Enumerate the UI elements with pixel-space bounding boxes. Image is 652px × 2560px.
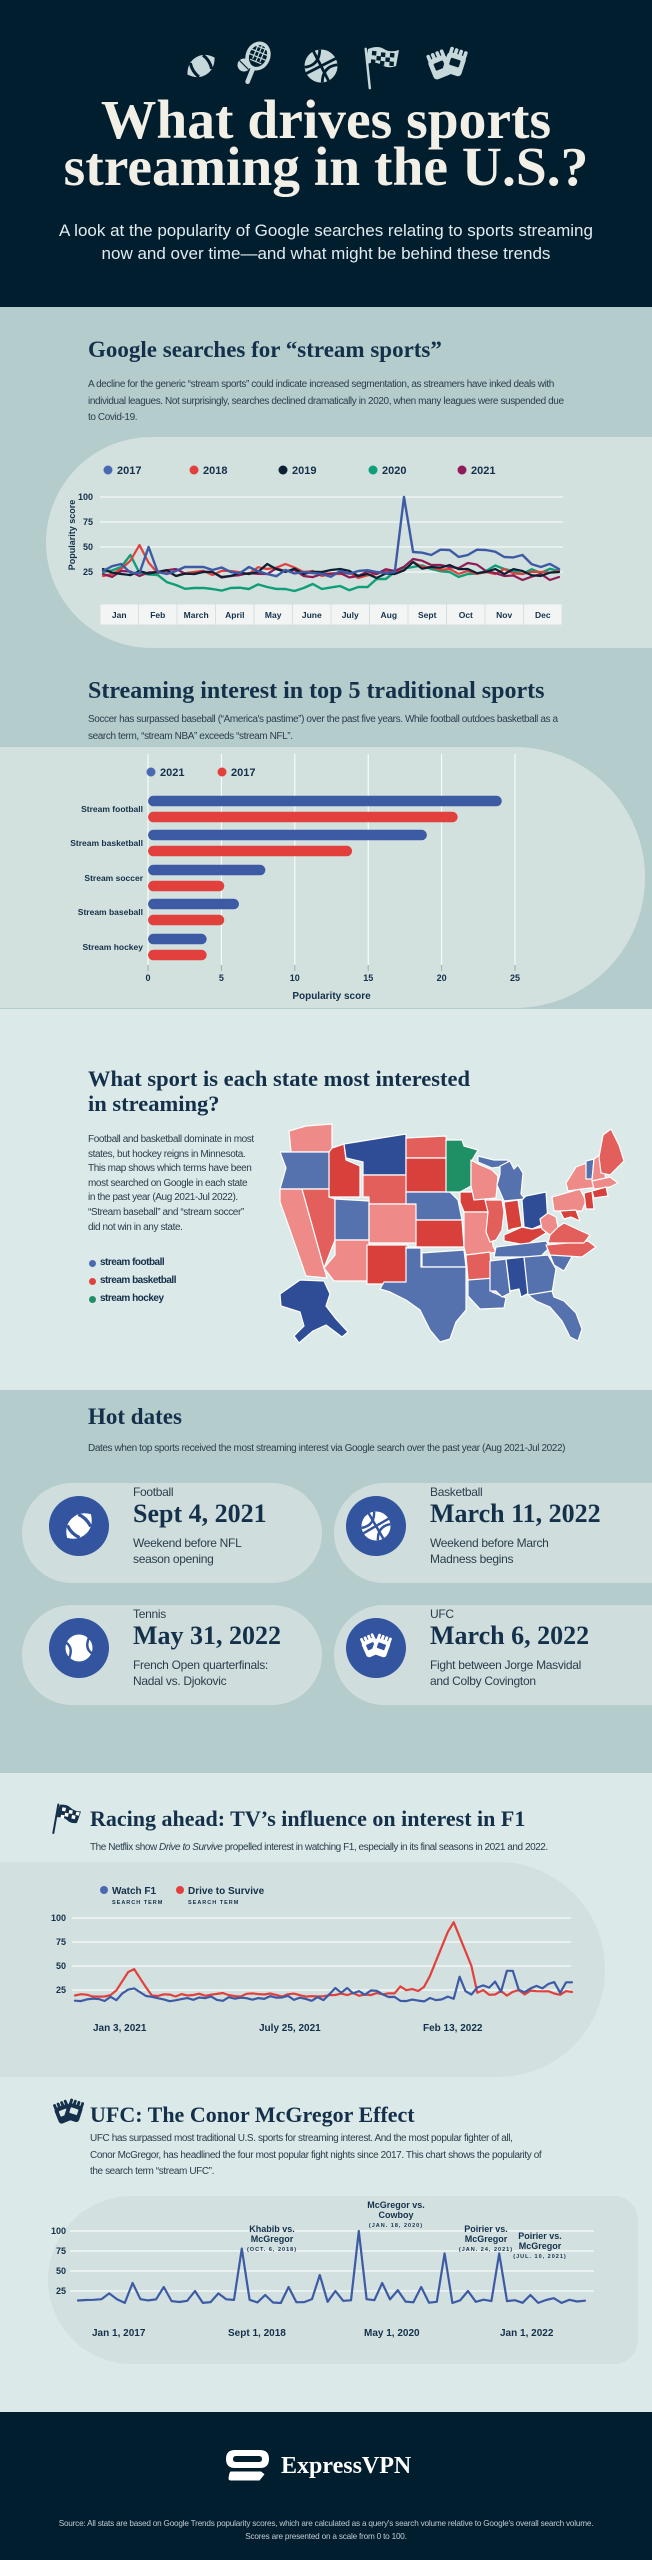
svg-text:Popularity score: Popularity score <box>67 500 77 571</box>
svg-text:Stream baseball: Stream baseball <box>78 907 143 917</box>
svg-text:Stream basketball: Stream basketball <box>70 838 143 848</box>
svg-text:50: 50 <box>56 2266 66 2276</box>
svg-text:20: 20 <box>437 973 447 983</box>
svg-text:April: April <box>225 610 244 620</box>
svg-text:SEARCH TERM: SEARCH TERM <box>188 1900 239 1906</box>
svg-text:50: 50 <box>83 542 93 552</box>
svg-text:100: 100 <box>51 1913 66 1923</box>
svg-text:July: July <box>342 610 359 620</box>
svg-text:Jan 1, 2022: Jan 1, 2022 <box>500 2328 554 2339</box>
svg-text:100: 100 <box>51 2226 66 2236</box>
svg-text:25: 25 <box>56 1985 66 1995</box>
svg-text:2020: 2020 <box>382 465 406 477</box>
svg-text:(JAN. 24, 2021): (JAN. 24, 2021) <box>459 2247 513 2253</box>
svg-text:Jan 3, 2021: Jan 3, 2021 <box>93 2023 147 2034</box>
svg-text:McGregor vs.: McGregor vs. <box>367 2200 425 2210</box>
svg-text:0: 0 <box>145 973 150 983</box>
svg-text:2021: 2021 <box>160 767 184 779</box>
svg-text:(JAN. 18, 2020): (JAN. 18, 2020) <box>369 2223 423 2229</box>
svg-text:McGregor: McGregor <box>251 2234 294 2244</box>
svg-text:2017: 2017 <box>117 465 141 477</box>
svg-text:(JUL. 10, 2021): (JUL. 10, 2021) <box>513 2254 567 2260</box>
svg-text:Poirier vs.: Poirier vs. <box>464 2224 508 2234</box>
svg-text:Feb 13, 2022: Feb 13, 2022 <box>423 2023 483 2034</box>
svg-text:Sept: Sept <box>418 610 437 620</box>
svg-text:Aug: Aug <box>381 610 398 620</box>
svg-text:Drive to Survive: Drive to Survive <box>188 1886 265 1897</box>
svg-text:Stream soccer: Stream soccer <box>84 873 143 883</box>
svg-text:2017: 2017 <box>231 767 255 779</box>
svg-text:May 1, 2020: May 1, 2020 <box>364 2328 420 2339</box>
svg-text:McGregor: McGregor <box>465 2234 508 2244</box>
svg-text:July 25, 2021: July 25, 2021 <box>259 2023 321 2034</box>
svg-text:Oct: Oct <box>459 610 473 620</box>
svg-text:Watch F1: Watch F1 <box>112 1886 157 1897</box>
svg-text:75: 75 <box>56 2246 66 2256</box>
svg-text:Sept 1, 2018: Sept 1, 2018 <box>228 2328 286 2339</box>
svg-text:25: 25 <box>83 567 93 577</box>
svg-text:Nov: Nov <box>496 610 512 620</box>
svg-text:Feb: Feb <box>150 610 165 620</box>
svg-text:25: 25 <box>56 2286 66 2296</box>
svg-text:2018: 2018 <box>203 465 227 477</box>
svg-text:15: 15 <box>363 973 373 983</box>
svg-text:(OCT. 6, 2018): (OCT. 6, 2018) <box>247 2247 297 2253</box>
svg-text:Cowboy: Cowboy <box>379 2210 414 2220</box>
svg-text:Stream hockey: Stream hockey <box>83 942 144 952</box>
svg-text:10: 10 <box>290 973 300 983</box>
svg-text:75: 75 <box>83 517 93 527</box>
svg-text:March: March <box>184 610 209 620</box>
svg-text:McGregor: McGregor <box>519 2241 562 2251</box>
svg-text:Jan 1, 2017: Jan 1, 2017 <box>92 2328 146 2339</box>
svg-text:2019: 2019 <box>292 465 316 477</box>
svg-text:SEARCH TERM: SEARCH TERM <box>112 1900 163 1906</box>
svg-text:Poirier vs.: Poirier vs. <box>518 2231 562 2241</box>
svg-text:June: June <box>302 610 322 620</box>
svg-text:Jan: Jan <box>112 610 127 620</box>
svg-text:100: 100 <box>78 492 93 502</box>
svg-text:2021: 2021 <box>471 465 495 477</box>
svg-text:25: 25 <box>510 973 520 983</box>
svg-text:50: 50 <box>56 1961 66 1971</box>
svg-text:5: 5 <box>219 973 224 983</box>
svg-text:75: 75 <box>56 1937 66 1947</box>
svg-text:Stream football: Stream football <box>81 804 143 814</box>
svg-text:Dec: Dec <box>535 610 551 620</box>
svg-text:Popularity score: Popularity score <box>292 991 371 1002</box>
svg-text:May: May <box>265 610 282 620</box>
svg-text:Khabib vs.: Khabib vs. <box>249 2224 295 2234</box>
